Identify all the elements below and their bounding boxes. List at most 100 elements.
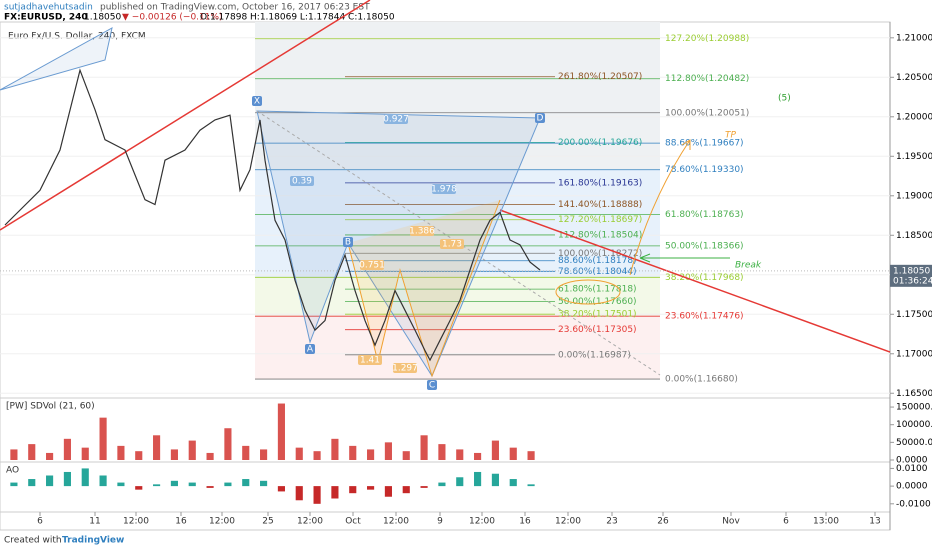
- ratio-badge: [440, 239, 464, 249]
- fib-label: 50.00%(1.18366): [665, 241, 744, 251]
- ao-bar: [224, 482, 232, 487]
- y-tick-label: 100000.0000: [896, 420, 932, 430]
- ratio-label: 1.386: [409, 227, 435, 237]
- volume-bar: [277, 403, 285, 460]
- y-tick-label: 1.20000: [896, 112, 932, 122]
- ratio-badge: [432, 184, 456, 194]
- ratio-label: 1.978: [431, 185, 457, 195]
- ao-bar: [349, 486, 357, 494]
- ao-bar: [117, 482, 125, 487]
- volume-bar: [28, 444, 36, 460]
- note: Break: [735, 261, 762, 271]
- volume-bar: [242, 445, 250, 460]
- y-tick-label: 1.17500: [896, 310, 932, 320]
- volume-bar: [206, 452, 214, 460]
- author[interactable]: sutjadhavehutsadin: [4, 3, 93, 13]
- ao-bar: [331, 486, 339, 499]
- fib-zone: [255, 315, 660, 380]
- x-tick-label: 25: [262, 517, 273, 527]
- y-tick-label: 1.18500: [896, 231, 932, 241]
- volume-bar: [99, 417, 107, 460]
- ao-bar: [491, 473, 499, 487]
- point-label: D: [537, 114, 544, 124]
- volume-bar: [260, 449, 268, 460]
- x-tick-label: 12:00: [297, 517, 323, 527]
- point-badge: [252, 96, 262, 106]
- volume-bar: [420, 435, 428, 460]
- ao-bar: [474, 471, 482, 487]
- point-badge: [343, 237, 353, 247]
- ohlc: O:1.17898 H:1.18069 L:1.17844 C:1.18050: [200, 13, 395, 23]
- y-tick-label: 0.0000: [896, 482, 928, 492]
- fib-label: 38.20%(1.17968): [665, 273, 744, 283]
- y-tick-label: 1.20500: [896, 73, 932, 83]
- price-tag-label: 1.18050: [893, 266, 930, 276]
- arrow: [629, 139, 691, 276]
- point-badge: [427, 380, 437, 390]
- ratio-badge: [410, 226, 434, 236]
- fib-label: 0.00%(1.16987): [558, 350, 631, 360]
- ratio-label: 0.927: [383, 115, 409, 125]
- highlight: [555, 279, 621, 305]
- fib-label: 78.60%(1.18044): [558, 267, 637, 277]
- volume-bar: [153, 435, 161, 460]
- ao-bar: [99, 475, 107, 487]
- point-label: B: [345, 238, 351, 248]
- fib-label: 112.80%(1.20482): [665, 74, 749, 84]
- ao-bar: [384, 486, 392, 497]
- ao-bar: [402, 486, 410, 494]
- footer-created: Created with: [4, 536, 62, 546]
- x-tick-label: 13: [869, 517, 880, 527]
- volume-bar: [349, 445, 357, 460]
- fib-label: 127.20%(1.20988): [665, 34, 749, 44]
- fib-label: 261.80%(1.20507): [558, 72, 642, 82]
- trend-line: [0, 0, 371, 231]
- point-badge: [535, 113, 545, 123]
- chart-title: Euro Fx/U.S. Dollar, 240, FXCM: [8, 32, 146, 42]
- fib-label: 141.40%(1.18888): [558, 200, 642, 210]
- y-tick-label: 50000.0000: [896, 438, 932, 448]
- x-tick-label: 12:00: [209, 517, 235, 527]
- fib-label: 38.20%(1.17501): [558, 310, 637, 320]
- volume-bar: [188, 440, 196, 460]
- y-tick-label: 1.21000: [896, 33, 932, 43]
- x-tick-label: 16: [175, 517, 187, 527]
- x-tick-label: 12:00: [123, 517, 149, 527]
- ao-bar: [10, 482, 18, 487]
- ao-bar: [260, 480, 268, 487]
- price-tag-timer: 01:36:24: [893, 276, 932, 286]
- y-tick-label: 1.17000: [896, 349, 932, 359]
- footer-brand[interactable]: TradingView: [62, 536, 124, 546]
- y-tick-label: 0.0000: [896, 456, 928, 466]
- ao-bar: [170, 480, 178, 487]
- ao-bar: [135, 486, 143, 490]
- published: published on TradingView.com, October 16…: [100, 3, 370, 13]
- ratio-label: 1.297: [392, 364, 418, 374]
- ao-bar: [206, 486, 214, 488]
- arrow: [639, 253, 730, 263]
- fib-label: 100.00%(1.18272): [558, 249, 642, 259]
- ao-bar: [438, 482, 446, 487]
- volume-bar: [384, 442, 392, 460]
- ratio-badge: [393, 363, 417, 373]
- ao-bar: [242, 479, 250, 487]
- fib-label: 88.60%(1.19667): [665, 139, 744, 149]
- volume-bar: [438, 444, 446, 460]
- x-tick-label: 16: [519, 517, 531, 527]
- fib-label: 61.80%(1.17818): [558, 285, 637, 295]
- wedge: [0, 27, 113, 91]
- fib-label: 78.60%(1.19330): [665, 165, 744, 175]
- y-tick-label: -0.0100: [896, 499, 931, 509]
- volume-bar: [474, 452, 482, 460]
- fib-label: 50.00%(1.17660): [558, 297, 637, 307]
- ratio-label: 1.41: [360, 356, 380, 366]
- ao-bar: [367, 486, 375, 490]
- volume-bar: [331, 438, 339, 460]
- point-label: X: [254, 97, 260, 107]
- fib-label: 100.00%(1.20051): [665, 108, 749, 118]
- ao-bar: [313, 486, 321, 504]
- volume-bar: [81, 447, 89, 460]
- volume-bar: [117, 445, 125, 460]
- ao-bar: [81, 468, 89, 487]
